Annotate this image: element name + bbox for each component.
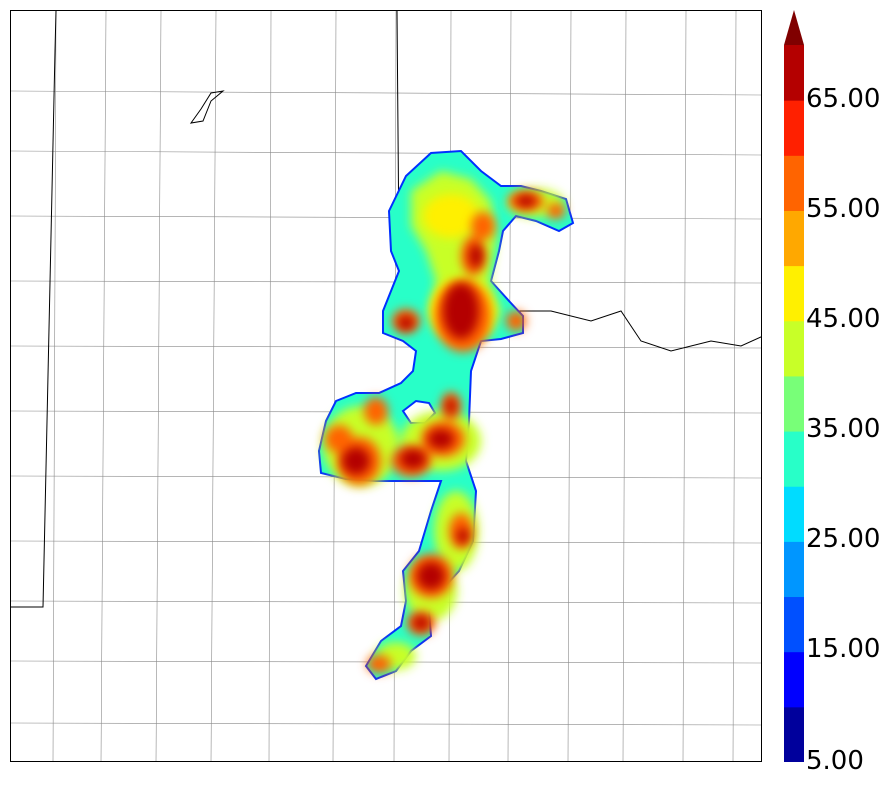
colorbar-label-45: 45.00 (806, 304, 881, 334)
colorbar-band (784, 155, 804, 211)
colorbar-band (784, 541, 804, 598)
colorbar-band (784, 265, 804, 322)
colorbar-label-35: 35.00 (806, 414, 881, 444)
colorbar-band (784, 45, 804, 101)
colorbar-band (784, 431, 804, 487)
map-canvas (11, 11, 761, 761)
colorbar-label-5: 5.00 (806, 746, 864, 776)
county-boundaries (11, 11, 761, 761)
colorbar-band (784, 596, 804, 653)
colorbar-band (784, 375, 804, 432)
reflectivity-swath (317, 149, 575, 681)
colorbar-label-15: 15.00 (806, 634, 881, 664)
colorbar-extend-arrow (784, 10, 804, 45)
radar-map (10, 10, 762, 762)
colorbar-band (784, 320, 804, 377)
colorbar-band (784, 651, 804, 708)
colorbar-band (784, 706, 804, 762)
colorbar-label-25: 25.00 (806, 524, 881, 554)
colorbar-band (784, 486, 804, 542)
colorbar-band (784, 100, 804, 156)
colorbar-band (784, 210, 804, 267)
colorbar-label-55: 55.00 (806, 194, 881, 224)
colorbar-label-65: 65.00 (806, 84, 881, 114)
colorbar (784, 10, 804, 762)
colorbar-bands (784, 45, 804, 762)
